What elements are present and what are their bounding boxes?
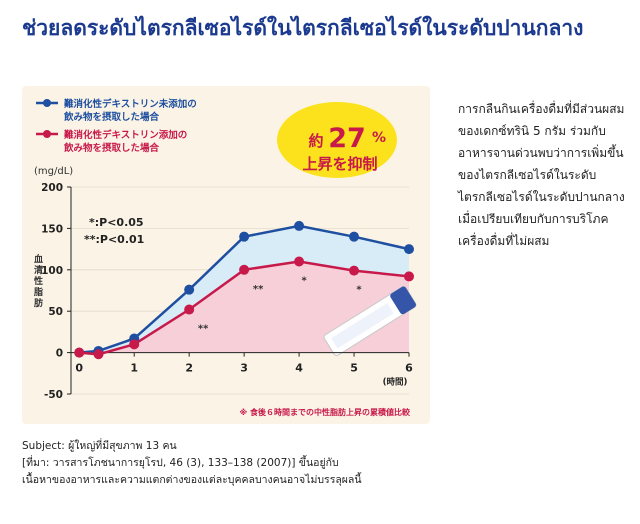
legend-red-marker [43,130,51,138]
triglyceride-chart: 難消化性デキストリン未添加の 飲み物を摂取した場合 難消化性デキストリン添加の … [33,98,417,417]
product-stick [323,286,417,356]
legend: 難消化性デキストリン未添加の 飲み物を摂取した場合 難消化性デキストリン添加の … [36,98,197,154]
y-tick-label: 200 [41,182,63,194]
x-tick-label: 3 [240,362,248,375]
x-tick-label: 5 [350,362,358,375]
x-tick-label: 0 [75,362,83,375]
badge-unit: % [372,130,386,146]
p01-label: **:P<0.01 [84,233,144,246]
series-line-blue [79,224,410,354]
footer: Subject: ผู้ใหญ่ที่มีสุขภาพ 13 คน [ที่มา… [22,438,622,489]
data-point-blue [239,231,250,242]
significance-mark: * [356,285,362,296]
legend-blue-label-2: 飲み物を摂取した場合 [63,111,160,123]
data-point-red [74,347,85,358]
description-text: การกลืนกินเครื่องดื่มที่มีส่วนผสมของเดกซ… [458,102,625,248]
legend-blue-marker [43,99,51,107]
y-tick-label: -50 [44,389,63,401]
chart-panel: 難消化性デキストリン未添加の 飲み物を摂取した場合 難消化性デキストリン添加の … [22,86,430,424]
y-tick-label: 100 [41,265,63,277]
series-line-red [79,260,410,356]
significance-mark: * [301,276,307,287]
p05-label: *:P<0.05 [89,216,144,229]
badge-number: 27 [328,123,366,154]
footer-subject: Subject: ผู้ใหญ่ที่มีสุขภาพ 13 คน [22,440,177,452]
x-tick-label: 4 [295,362,303,375]
red-area [79,261,409,355]
data-point-blue [404,244,414,255]
page-heading: ช่วยลดระดับไตรกลีเซอไรด์ในไตรกลีเซอไรด์ใ… [22,16,584,40]
data-point-red [239,264,250,275]
y-tick-label: 50 [48,306,63,318]
data-point-red [129,339,140,350]
legend-red-label-1: 難消化性デキストリン添加の [63,129,187,141]
footer-source: [ที่มา: วารสารโภชนาการยุโรป, 46 (3), 133… [22,457,339,469]
y-tick-label: 150 [41,223,63,235]
footer-note: เนื้อหาของอาหารและความแตกต่างของแต่ละบุค… [22,474,362,486]
x-tick-label: 1 [130,362,138,375]
badge-line2: 上昇を抑制 [302,155,377,173]
data-point-red [404,271,414,282]
significance-mark: ** [198,324,209,335]
chart-footnote: ※ 食後６時間までの中性脂肪上昇の累積値比較 [239,407,411,417]
significance-marks: ****** [198,276,362,335]
series-lines [79,224,410,356]
series-fills [79,225,409,355]
y-tick-label: 0 [56,348,63,360]
blue-area [79,225,409,355]
x-unit-label: (時間) [383,377,408,388]
series-markers [74,220,414,360]
axes: 200 150 100 50 0 -50 0 1 2 3 4 5 6 (時間) [41,182,413,401]
data-point-blue [349,231,360,242]
x-tick-label: 6 [405,362,413,375]
data-point-red [349,265,360,276]
legend-blue-label-1: 難消化性デキストリン未添加の [63,98,197,110]
data-point-blue [184,284,195,295]
data-point-red [294,256,305,267]
data-point-red [184,304,195,315]
legend-red-label-2: 飲み物を摂取した場合 [63,142,160,154]
data-point-blue [294,220,305,231]
x-tick-label: 2 [185,362,193,375]
y-unit-label: (mg/dL) [34,166,73,177]
significance-mark: ** [253,284,264,295]
data-point-red [93,349,104,360]
reduction-badge: 約 27 % 上昇を抑制 [277,102,397,178]
badge-prefix: 約 [308,132,323,150]
y-axis-label: 血清性脂肪 [33,253,43,309]
